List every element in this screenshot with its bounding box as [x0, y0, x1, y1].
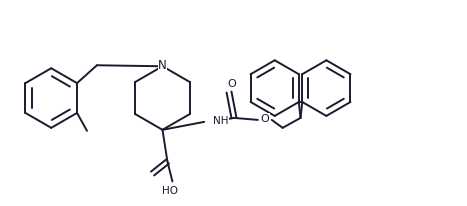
Text: HO: HO — [163, 186, 178, 196]
Text: O: O — [261, 114, 269, 124]
Text: N: N — [158, 59, 167, 72]
Text: NH: NH — [213, 116, 229, 126]
Text: O: O — [227, 79, 236, 89]
